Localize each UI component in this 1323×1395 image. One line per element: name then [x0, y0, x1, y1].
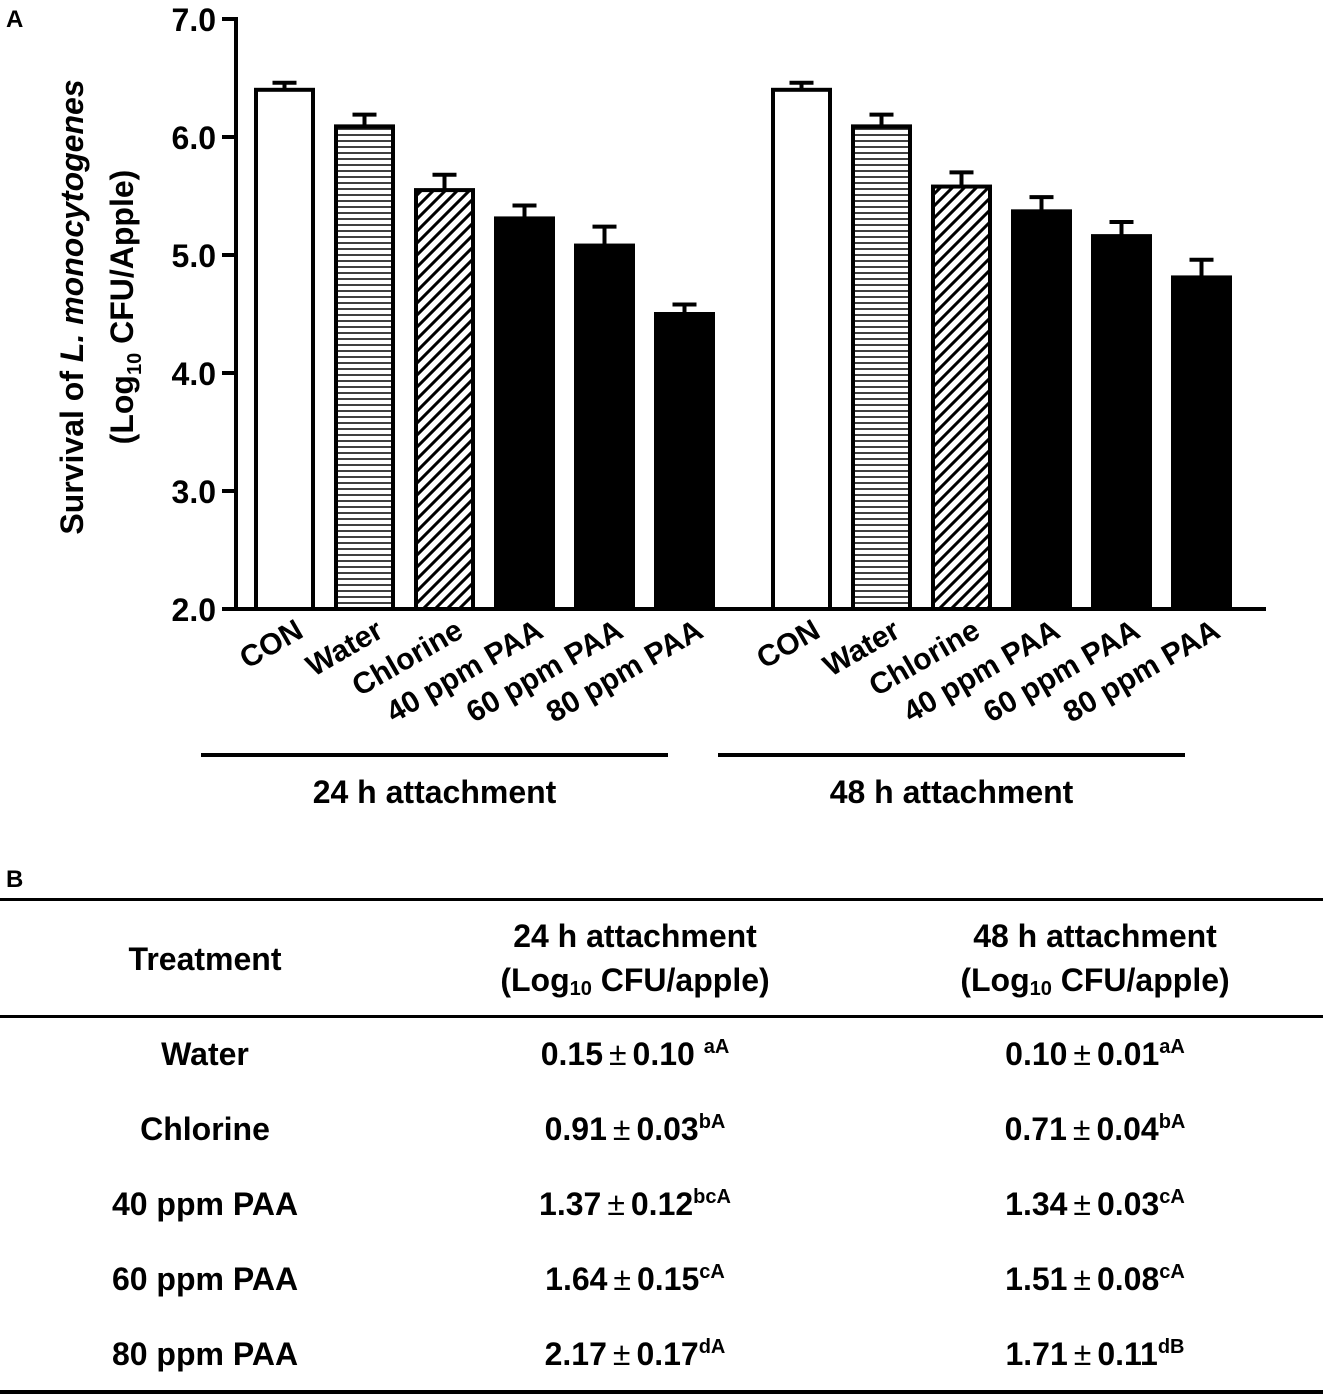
table-cell-48h: 1.34 ±0.03cA: [1005, 1186, 1185, 1222]
header-48h: 48 h attachment (Log10 CFU/apple): [890, 914, 1300, 1002]
bar: [254, 87, 315, 612]
panel-b-label: B: [6, 866, 24, 893]
y-tick-label: 5.0: [172, 238, 216, 274]
table-cell-treatment: Chlorine: [140, 1111, 270, 1147]
table-top-rule: [0, 898, 1323, 901]
header-24h: 24 h attachment (Log10 CFU/apple): [430, 914, 840, 1002]
table-cell-48h: 0.71 ±0.04bA: [1004, 1111, 1186, 1147]
table-cell-48h: 0.10 ±0.01aA: [1005, 1036, 1185, 1072]
table-cell-24h: 1.64 ±0.15cA: [545, 1261, 725, 1297]
table-header-rule: [0, 1015, 1323, 1018]
x-tick-label: CON: [234, 613, 308, 675]
table-cell-24h: 0.15 ±0.10 aA: [540, 1036, 730, 1072]
group-label: 24 h attachment: [313, 774, 557, 810]
bar: [931, 184, 992, 611]
y-tick-label: 7.0: [172, 2, 216, 38]
header-24h-title: 24 h attachment: [513, 918, 757, 954]
y-tick-label: 3.0: [172, 474, 216, 510]
bar: [334, 124, 395, 611]
header-48h-unit: (Log10 CFU/apple): [960, 962, 1230, 1000]
bar: [1171, 275, 1232, 611]
y-axis-label-line2: (Log10 CFU/Apple): [104, 170, 146, 445]
bar: [851, 124, 912, 611]
bar: [574, 243, 635, 611]
group-brackets: 24 h attachment 48 h attachment: [201, 753, 1185, 810]
header-treatment: Treatment: [60, 937, 350, 981]
header-24h-unit: (Log10 CFU/apple): [500, 962, 770, 1000]
bar: [494, 216, 555, 611]
table-bottom-rule: [0, 1390, 1323, 1394]
y-tick-label: 2.0: [172, 592, 216, 628]
bar: [1091, 234, 1152, 611]
panel-a-label: A: [6, 6, 24, 33]
bar: [414, 188, 475, 611]
table-cell-48h: 1.71 ±0.11dB: [1005, 1336, 1185, 1372]
header-48h-title: 48 h attachment: [973, 918, 1217, 954]
bar: [654, 312, 715, 611]
table-cell-treatment: 40 ppm PAA: [111, 1186, 299, 1222]
table-cell-treatment: Water: [161, 1036, 249, 1072]
table-cell-24h: 1.37 ±0.12bcA: [539, 1186, 731, 1222]
y-tick-label: 4.0: [172, 356, 216, 392]
group-label: 48 h attachment: [830, 774, 1074, 810]
bars-layer: [254, 80, 1232, 612]
table-cell-treatment: 60 ppm PAA: [111, 1261, 299, 1297]
table-cell-treatment: 80 ppm PAA: [111, 1336, 299, 1372]
y-axis: 2.0 3.0 4.0 5.0 6.0 7.0: [172, 2, 1266, 628]
bar: [1011, 209, 1072, 611]
header-treatment-text: Treatment: [128, 941, 282, 977]
table-cell-24h: 2.17 ±0.17dA: [544, 1336, 726, 1372]
x-tick-label: CON: [751, 613, 825, 675]
y-tick-label: 6.0: [172, 120, 216, 156]
table-cell-48h: 1.51 ±0.08cA: [1005, 1261, 1185, 1297]
y-axis-label-line1: Survival of L. monocytogenes: [54, 79, 90, 534]
results-table: Treatment 24 h attachment (Log10 CFU/app…: [0, 898, 1323, 1395]
table-cell-24h: 0.91 ±0.03bA: [544, 1111, 726, 1147]
bar: [771, 87, 832, 612]
